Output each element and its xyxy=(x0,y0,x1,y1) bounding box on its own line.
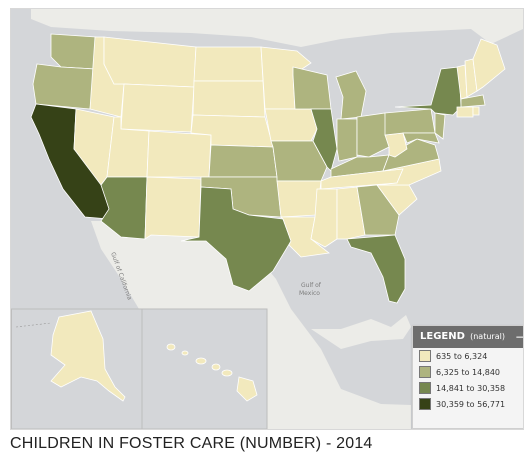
state-maine[interactable] xyxy=(472,38,506,92)
state-maryland[interactable] xyxy=(402,132,440,144)
legend-swatch xyxy=(419,366,431,378)
legend-title: LEGEND xyxy=(420,331,465,342)
state-washington[interactable] xyxy=(50,33,97,70)
choropleth-map[interactable]: Gulf of Mexico Gulf of California xyxy=(11,9,523,429)
state-hawaii[interactable] xyxy=(166,343,258,402)
caribbean-landmass xyxy=(311,315,411,349)
map-panel[interactable]: Gulf of Mexico Gulf of California LEGE xyxy=(10,8,524,430)
legend-label: 30,359 to 56,771 xyxy=(436,399,506,409)
state-kansas[interactable] xyxy=(208,144,278,178)
state-illinois[interactable] xyxy=(310,108,338,172)
hawaii-inset-water xyxy=(142,309,267,429)
legend-swatch xyxy=(419,382,431,394)
state-wyoming[interactable] xyxy=(120,83,195,133)
gulf-of-mexico-label-2: Mexico xyxy=(299,290,320,297)
state-new-jersey[interactable] xyxy=(434,112,446,140)
state-georgia[interactable] xyxy=(356,184,400,236)
legend-item: 14,841 to 30,358 xyxy=(419,380,523,396)
legend-item: 635 to 6,324 xyxy=(419,348,523,364)
minus-icon[interactable]: − xyxy=(514,330,524,344)
state-pennsylvania[interactable] xyxy=(384,108,436,136)
map-caption: CHILDREN IN FOSTER CARE (NUMBER) - 2014 xyxy=(10,435,373,452)
state-arkansas[interactable] xyxy=(276,180,322,218)
legend-item: 6,325 to 14,840 xyxy=(419,364,523,380)
state-indiana[interactable] xyxy=(336,118,358,162)
state-south-dakota[interactable] xyxy=(192,80,266,118)
state-oregon[interactable] xyxy=(32,63,96,110)
legend-header: LEGEND (natural) − xyxy=(413,326,524,348)
state-colorado[interactable] xyxy=(146,130,212,178)
state-rhode-island[interactable] xyxy=(472,106,480,116)
state-north-carolina[interactable] xyxy=(376,158,442,186)
legend-swatch xyxy=(419,350,431,362)
gulf-of-mexico-label: Gulf of xyxy=(301,282,322,289)
state-texas[interactable] xyxy=(180,186,292,292)
alaska-border-line xyxy=(15,322,52,328)
state-north-dakota[interactable] xyxy=(193,46,264,82)
legend-swatch xyxy=(419,398,431,410)
state-alaska[interactable] xyxy=(50,310,126,402)
state-florida[interactable] xyxy=(346,234,406,304)
legend-item: 30,359 to 56,771 xyxy=(419,396,523,412)
state-connecticut[interactable] xyxy=(456,106,474,118)
state-ohio[interactable] xyxy=(356,112,390,158)
state-iowa[interactable] xyxy=(264,108,318,142)
canada-landmass xyxy=(31,9,523,47)
state-massachusetts[interactable] xyxy=(460,94,486,108)
state-alabama[interactable] xyxy=(336,186,366,240)
legend-label: 14,841 to 30,358 xyxy=(436,383,506,393)
legend-label: 6,325 to 14,840 xyxy=(436,367,501,377)
state-new-mexico[interactable] xyxy=(144,176,202,240)
legend-subtitle: (natural) xyxy=(470,332,505,341)
legend-panel: LEGEND (natural) − 635 to 6,324 6,325 to… xyxy=(412,325,524,429)
legend-label: 635 to 6,324 xyxy=(436,351,488,361)
state-virginia[interactable] xyxy=(382,138,440,172)
